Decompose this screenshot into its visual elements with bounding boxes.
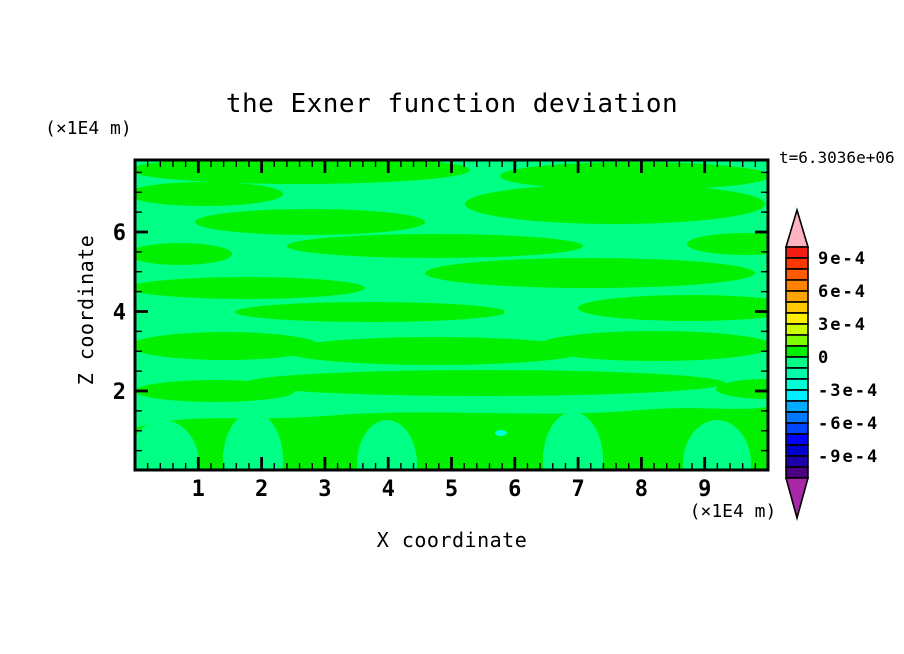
x-tick-label: 8 [635, 477, 648, 502]
x-tick-label: 9 [698, 477, 711, 502]
positive-contour-region [235, 302, 505, 322]
y-tick-label: 4 [113, 301, 126, 326]
colorbar-segment [785, 411, 809, 424]
positive-contour-region [135, 182, 283, 206]
positive-contour-region [578, 295, 768, 321]
plot-area [133, 158, 770, 472]
x-tick-label: 5 [445, 477, 458, 502]
colorbar-segment [785, 334, 809, 347]
colorbar [784, 207, 810, 522]
positive-contour-region [135, 243, 232, 265]
positive-contour-region [195, 209, 425, 235]
positive-contour-region [287, 234, 583, 258]
positive-contour-region [135, 332, 320, 360]
colorbar-over-arrow [784, 207, 810, 248]
positive-contour-region [135, 407, 768, 470]
positive-contour-region [135, 380, 295, 402]
contour-fill-regions [135, 160, 768, 470]
positive-contour-region [537, 331, 768, 361]
negative-contour-region [683, 420, 751, 470]
x-axis-tick-labels: 1 2 3 4 5 6 7 8 9 [192, 477, 712, 502]
colorbar-tick-label: 6e-4 [818, 282, 867, 302]
colorbar-segment [785, 466, 809, 479]
chart-title: the Exner function deviation [226, 89, 678, 119]
colorbar-segment [785, 422, 809, 435]
x-axis-unit-label: (×1E4 m) [690, 501, 777, 522]
negative-spot-region [495, 430, 507, 436]
colorbar-segment [785, 290, 809, 303]
y-axis-unit-label: (×1E4 m) [45, 118, 132, 139]
y-tick-label: 2 [113, 380, 126, 405]
colorbar-labels: 9e-4 6e-4 3e-4 0 -3e-4 -6e-4 -9e-4 [818, 249, 879, 467]
colorbar-segment [785, 301, 809, 314]
colorbar-segment [785, 268, 809, 281]
time-annotation: t=6.3036e+06 [779, 148, 895, 167]
colorbar-segment [785, 356, 809, 369]
colorbar-segment [785, 367, 809, 380]
positive-contour-region [687, 233, 768, 255]
colorbar-segment [785, 389, 809, 402]
colorbar-tick-label: -9e-4 [818, 447, 879, 467]
positive-contour-region [285, 337, 585, 365]
colorbar-segment [785, 378, 809, 391]
positive-contour-region [465, 184, 765, 224]
y-tick-label: 6 [113, 221, 126, 246]
positive-contour-region [716, 379, 768, 399]
colorbar-segment [785, 257, 809, 270]
positive-contour-region [425, 258, 755, 288]
colorbar-tick-label: 3e-4 [818, 315, 867, 335]
colorbar-segment [785, 279, 809, 292]
colorbar-segment [785, 345, 809, 358]
negative-contour-region [223, 412, 283, 470]
x-axis-title: X coordinate [377, 528, 528, 552]
positive-contour-region [500, 162, 768, 190]
colorbar-tick-label: 0 [818, 348, 830, 368]
x-tick-label: 1 [192, 477, 205, 502]
x-tick-label: 3 [318, 477, 331, 502]
negative-contour-region [357, 420, 417, 470]
colorbar-segment [785, 455, 809, 468]
positive-contour-region [135, 160, 470, 184]
colorbar-segment [785, 312, 809, 325]
negative-contour-region [135, 420, 199, 470]
colorbar-tick-label: -3e-4 [818, 381, 879, 401]
colorbar-segment [785, 444, 809, 457]
negative-contour-region [543, 412, 603, 470]
colorbar-tick-label: 9e-4 [818, 249, 867, 269]
x-tick-label: 4 [382, 477, 395, 502]
colorbar-tick-label: -6e-4 [818, 414, 879, 434]
x-tick-label: 2 [255, 477, 268, 502]
plot-frame [133, 158, 770, 472]
colorbar-segment [785, 433, 809, 446]
y-axis-title: Z coordinate [74, 235, 98, 386]
colorbar-under-arrow [784, 477, 810, 522]
positive-contour-region [135, 277, 365, 299]
colorbar-segment [785, 246, 809, 259]
x-tick-label: 7 [571, 477, 584, 502]
y-axis-tick-labels: 2 4 6 [113, 221, 126, 405]
colorbar-segment [785, 323, 809, 336]
x-tick-label: 6 [508, 477, 521, 502]
positive-contour-region [245, 370, 725, 396]
colorbar-segment [785, 400, 809, 413]
